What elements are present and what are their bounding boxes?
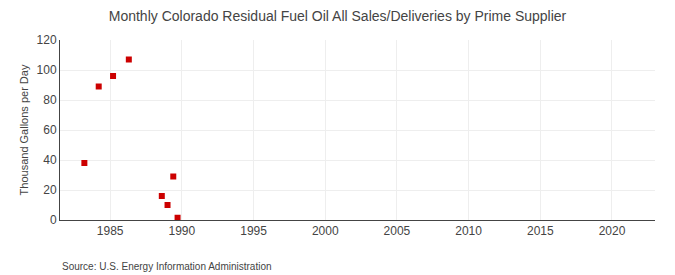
svg-text:20: 20 bbox=[43, 183, 57, 197]
svg-text:100: 100 bbox=[37, 63, 57, 77]
svg-text:2020: 2020 bbox=[599, 224, 626, 238]
svg-text:2000: 2000 bbox=[312, 224, 339, 238]
svg-text:Source: U.S. Energy Informatio: Source: U.S. Energy Information Administ… bbox=[62, 261, 272, 272]
svg-text:1985: 1985 bbox=[97, 224, 124, 238]
svg-text:2005: 2005 bbox=[384, 224, 411, 238]
svg-text:2010: 2010 bbox=[455, 224, 482, 238]
svg-text:60: 60 bbox=[43, 123, 57, 137]
svg-text:120: 120 bbox=[37, 33, 57, 47]
svg-text:1990: 1990 bbox=[169, 224, 196, 238]
svg-text:2015: 2015 bbox=[527, 224, 554, 238]
svg-text:1995: 1995 bbox=[240, 224, 267, 238]
svg-text:0: 0 bbox=[50, 213, 57, 227]
svg-text:Monthly Colorado Residual Fuel: Monthly Colorado Residual Fuel Oil All S… bbox=[109, 8, 567, 24]
svg-text:Thousand Gallons per Day: Thousand Gallons per Day bbox=[18, 64, 30, 195]
svg-text:80: 80 bbox=[43, 93, 57, 107]
svg-text:40: 40 bbox=[43, 153, 57, 167]
